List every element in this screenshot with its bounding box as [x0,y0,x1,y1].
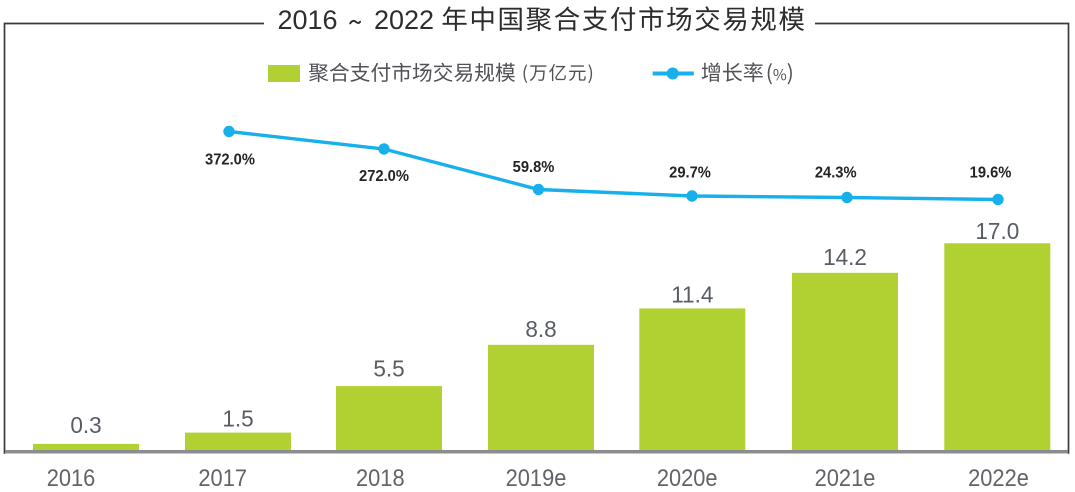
svg-text:272.0%: 272.0% [359,168,409,185]
svg-text:0.3: 0.3 [70,412,101,439]
svg-text:2016: 2016 [47,464,96,491]
svg-text:2019e: 2019e [506,464,567,491]
svg-text:1.5: 1.5 [222,405,253,432]
svg-text:372.0%: 372.0% [205,151,255,168]
svg-text:2017: 2017 [198,464,247,491]
svg-text:11.4: 11.4 [671,281,713,308]
svg-text:19.6%: 19.6% [970,164,1012,181]
svg-text:14.2: 14.2 [823,244,867,271]
svg-text:17.0: 17.0 [975,217,1019,244]
svg-text:2022e: 2022e [968,464,1029,491]
svg-text:29.7%: 29.7% [669,164,711,181]
svg-text:2016: 2016 [278,5,338,35]
svg-text:2018: 2018 [356,464,405,491]
svg-text:2021e: 2021e [815,464,876,491]
svg-text:5.5: 5.5 [373,355,404,382]
svg-text:59.8%: 59.8% [513,159,555,176]
svg-text:2020e: 2020e [657,464,718,491]
svg-text:8.8: 8.8 [525,316,556,343]
svg-text:24.3%: 24.3% [815,164,857,181]
svg-text:2022: 2022 [374,5,434,35]
